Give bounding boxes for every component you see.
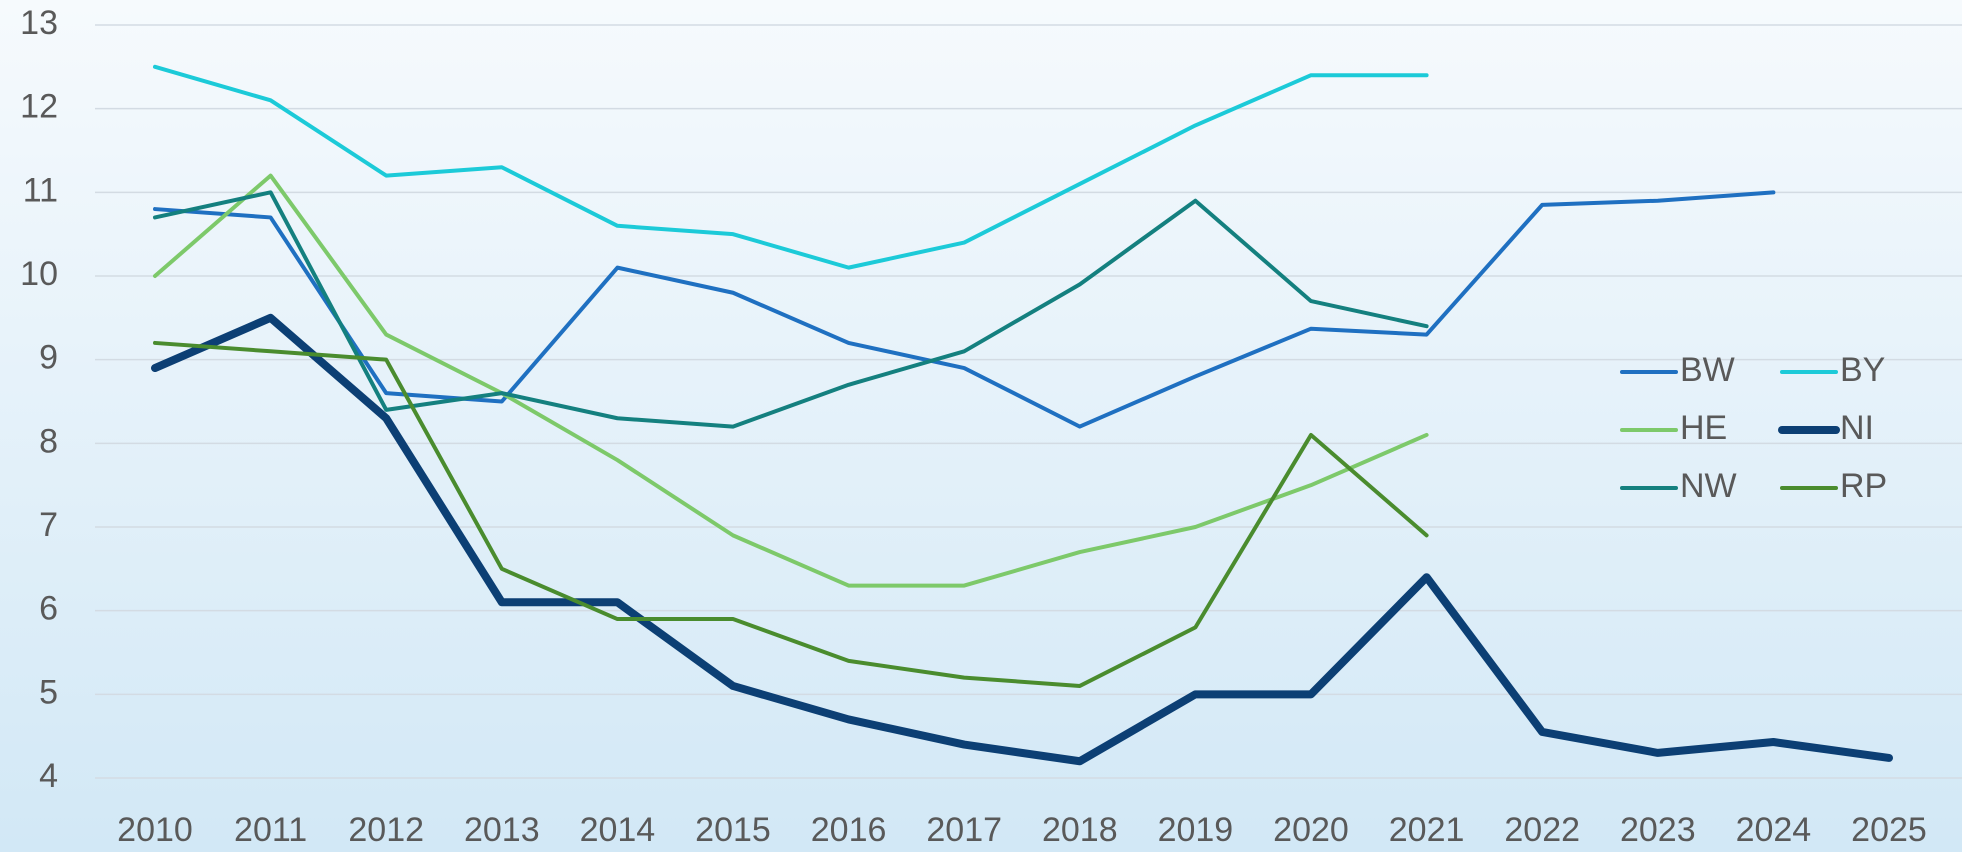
x-tick-label: 2018 [1042,811,1118,849]
y-tick-label: 10 [20,255,58,293]
y-tick-label: 12 [20,88,58,126]
line-series [153,340,1429,688]
legend-label: RP [1840,467,1887,505]
x-tick-label: 2024 [1736,811,1812,849]
line-series [153,190,1429,429]
x-tick-label: 2012 [348,811,424,849]
x-tick-label: 2023 [1620,811,1696,849]
line-series [153,64,1429,270]
x-tick-label: 2015 [695,811,771,849]
x-tick-label: 2017 [926,811,1002,849]
y-tick-label: 8 [39,422,58,460]
legend-label: BY [1840,351,1885,389]
x-tick-label: 2025 [1851,811,1927,849]
legend-label: BW [1680,351,1735,389]
x-tick-label: 2019 [1158,811,1234,849]
x-tick-label: 2010 [117,811,193,849]
x-tick-label: 2016 [811,811,887,849]
x-tick-label: 2022 [1504,811,1580,849]
y-tick-label: 4 [39,757,58,795]
x-tick-label: 2014 [580,811,656,849]
x-tick-label: 2013 [464,811,540,849]
x-tick-label: 2011 [234,811,307,849]
line-series [151,313,1893,766]
line-series [153,190,1776,429]
y-tick-label: 9 [39,339,58,377]
legend-label: NI [1840,409,1874,447]
y-tick-label: 5 [39,673,58,711]
legend-label: HE [1680,409,1727,447]
x-tick-label: 2021 [1389,811,1465,849]
line-series [153,173,1429,588]
y-tick-label: 11 [23,171,58,209]
y-tick-label: 13 [20,4,58,42]
y-tick-label: 7 [39,506,58,544]
x-tick-label: 2020 [1273,811,1349,849]
y-tick-label: 6 [39,590,58,628]
legend-label: NW [1680,467,1737,505]
